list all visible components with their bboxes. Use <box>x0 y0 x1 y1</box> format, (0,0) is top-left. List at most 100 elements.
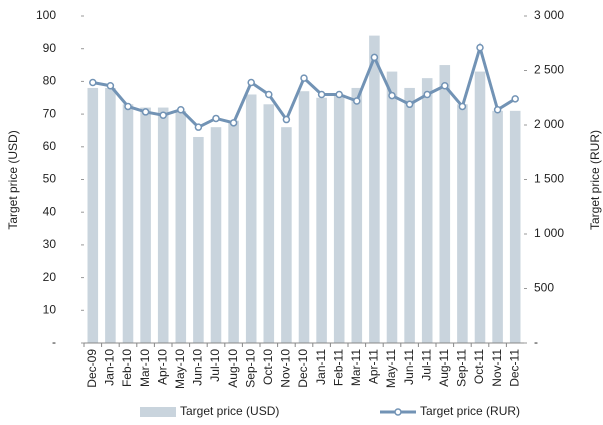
y-tick-label: 100 <box>36 8 56 22</box>
line-marker <box>370 53 379 62</box>
line-marker <box>335 90 343 99</box>
x-tick-label: Mar-11 <box>349 349 363 386</box>
y-tick-label: 90 <box>43 41 57 55</box>
bar <box>404 87 415 343</box>
bar <box>87 87 99 343</box>
bar <box>105 87 116 343</box>
legend-label: Target price (USD) <box>180 404 279 418</box>
line-marker <box>265 90 273 99</box>
bar <box>316 97 327 343</box>
bar <box>457 104 468 343</box>
x-tick-label: Jun-10 <box>191 349 205 386</box>
y2-axis-label: Target price (RUR) <box>588 130 602 230</box>
y-tick-label: 70 <box>43 106 57 120</box>
x-tick-label: Dec-09 <box>85 349 99 388</box>
bar <box>175 110 187 343</box>
x-tick-label: Jan-11 <box>314 349 328 385</box>
line-marker <box>282 115 291 124</box>
bar <box>228 120 239 343</box>
x-tick-label: Feb-10 <box>120 349 134 387</box>
y-axis-label: Target price (USD) <box>6 130 20 229</box>
x-tick-label: Nov-11 <box>490 349 504 387</box>
y-tick-label: 50 <box>43 172 57 186</box>
x-tick-label: Oct-10 <box>261 349 275 385</box>
bar <box>439 65 451 344</box>
x-tick-label: Apr-10 <box>155 349 169 385</box>
x-tick-label: Nov-10 <box>279 349 293 388</box>
line-marker <box>493 105 502 114</box>
bar <box>369 35 380 344</box>
line-marker <box>177 105 185 114</box>
line-marker <box>317 90 326 99</box>
y2-tick-label: 1 500 <box>534 172 564 186</box>
bar <box>157 107 169 343</box>
line-marker <box>89 78 97 87</box>
line-marker <box>423 90 431 99</box>
line-marker <box>441 82 449 90</box>
legend-swatch <box>140 407 176 417</box>
y-tick-label: 60 <box>43 139 57 153</box>
line-marker <box>405 100 414 109</box>
line-marker <box>106 82 115 90</box>
y2-tick-label: 1 000 <box>534 226 564 240</box>
bar <box>263 104 275 343</box>
x-tick-label: May-10 <box>173 349 187 389</box>
y-tick-label: 30 <box>43 237 57 251</box>
y2-tick-label: 2 000 <box>534 117 564 131</box>
bar <box>298 91 310 344</box>
line-marker <box>511 95 519 103</box>
bar <box>421 78 433 343</box>
y-tick-label: 80 <box>43 74 57 88</box>
line-marker <box>388 91 396 100</box>
legend-swatch <box>394 408 402 416</box>
x-tick-label: Jan-10 <box>103 349 117 386</box>
bar <box>140 107 151 343</box>
y2-tick-label: 2 500 <box>534 63 564 77</box>
y2-tick-label: 500 <box>534 281 554 295</box>
x-tick-label: Dec-11 <box>507 349 521 387</box>
x-tick-label: Mar-10 <box>138 349 152 387</box>
y2-tick-label: - <box>534 335 538 349</box>
line-marker <box>124 102 132 111</box>
y-tick-label: - <box>52 335 56 349</box>
x-tick-label: Apr-11 <box>367 349 381 384</box>
line-marker <box>194 123 203 131</box>
x-tick-label: Jul-11 <box>419 349 433 381</box>
bar <box>492 110 503 343</box>
line-marker <box>212 114 220 123</box>
line-marker <box>229 119 238 127</box>
bar <box>210 127 222 344</box>
x-tick-label: Aug-10 <box>226 349 240 388</box>
line-marker <box>476 43 484 52</box>
bar <box>281 127 292 344</box>
x-tick-label: May-11 <box>384 349 398 388</box>
line-marker <box>159 111 167 119</box>
line-marker <box>458 102 467 111</box>
line-marker <box>247 78 255 87</box>
bar <box>509 110 521 343</box>
legend-label: Target price (RUR) <box>420 404 520 418</box>
y-tick-label: 40 <box>43 204 57 218</box>
bar <box>193 136 204 343</box>
y2-tick-label: 3 000 <box>534 8 564 22</box>
x-tick-label: Jul-10 <box>208 349 222 382</box>
x-tick-label: Feb-11 <box>331 349 345 386</box>
bar <box>122 104 134 343</box>
x-tick-label: Jun-11 <box>402 349 416 385</box>
bar <box>386 71 398 343</box>
x-tick-label: Dec-10 <box>296 349 310 388</box>
line-marker <box>141 108 150 116</box>
bar <box>333 94 345 343</box>
x-tick-label: Sep-11 <box>455 349 469 387</box>
bar <box>474 71 486 343</box>
y-tick-label: 10 <box>43 302 57 316</box>
line-marker <box>353 97 361 105</box>
x-tick-label: Oct-11 <box>472 349 486 384</box>
x-tick-label: Sep-10 <box>243 349 257 388</box>
bar <box>351 87 363 343</box>
bar <box>245 94 257 343</box>
x-tick-label: Aug-11 <box>437 349 451 387</box>
y-tick-label: 20 <box>43 270 57 284</box>
line-marker <box>300 74 308 82</box>
